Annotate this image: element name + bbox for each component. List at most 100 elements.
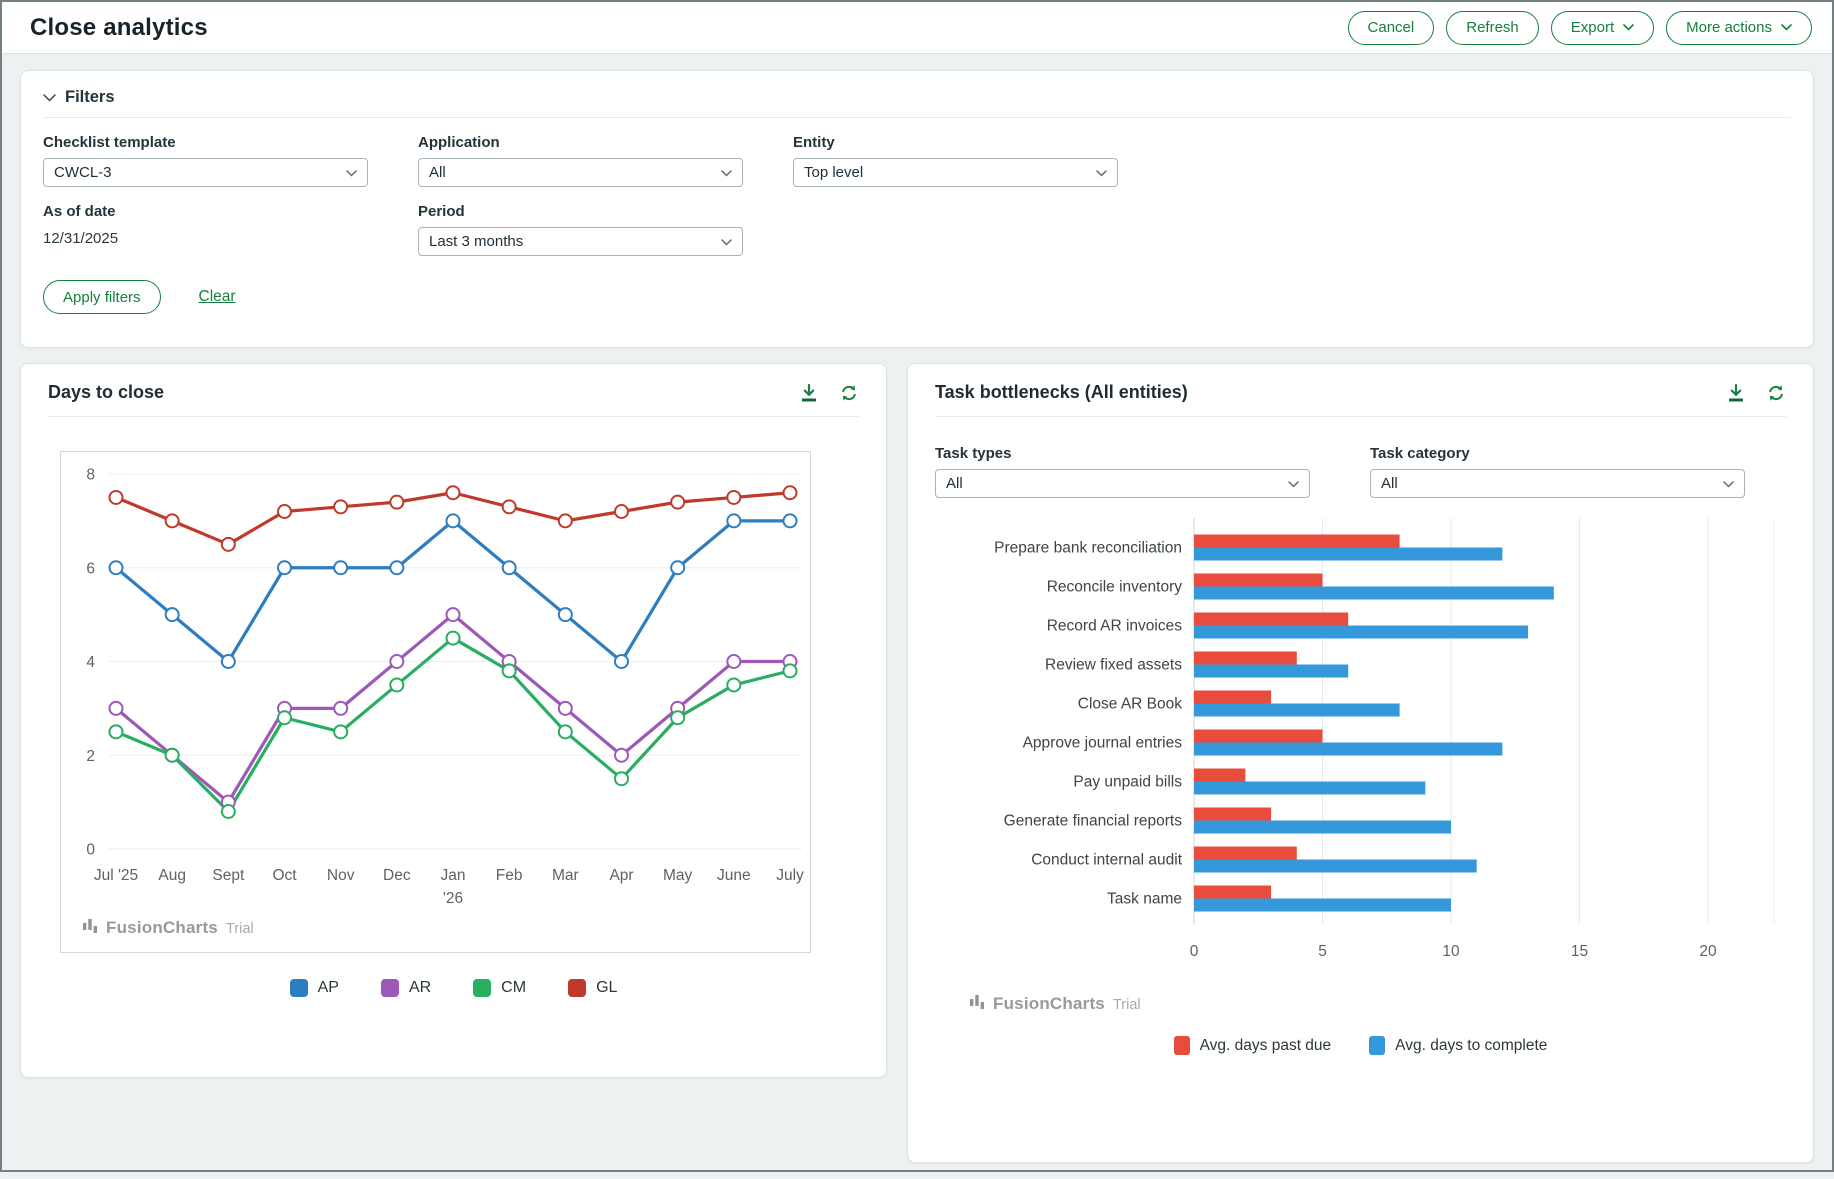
legend-swatch bbox=[1369, 1036, 1385, 1055]
days-to-close-actions bbox=[799, 383, 859, 403]
charts-row: Days to close 02468Jul '25AugSeptOctNovD… bbox=[20, 363, 1814, 1163]
days-to-close-title: Days to close bbox=[48, 382, 164, 403]
task-types-select[interactable]: All bbox=[935, 469, 1310, 498]
application-field: Application All bbox=[418, 134, 793, 187]
svg-text:May: May bbox=[663, 867, 693, 884]
fusioncharts-watermark: FusionCharts Trial bbox=[970, 993, 1813, 1014]
legend-item-ap[interactable]: AP bbox=[290, 979, 339, 997]
svg-text:Nov: Nov bbox=[327, 867, 355, 884]
filters-title: Filters bbox=[65, 88, 115, 107]
legend-item-gl[interactable]: GL bbox=[568, 979, 617, 997]
svg-text:6: 6 bbox=[86, 560, 95, 577]
legend-item-avg-days-to-complete[interactable]: Avg. days to complete bbox=[1369, 1036, 1547, 1055]
chevron-down-icon bbox=[721, 233, 732, 250]
legend-label: CM bbox=[501, 979, 526, 997]
svg-text:July: July bbox=[776, 867, 804, 884]
application-label: Application bbox=[418, 134, 793, 151]
chevron-down-icon bbox=[1096, 164, 1107, 181]
task-bottlenecks-actions bbox=[1726, 383, 1786, 403]
svg-text:Prepare bank reconciliation: Prepare bank reconciliation bbox=[994, 540, 1182, 557]
legend-label: AR bbox=[409, 979, 431, 997]
svg-text:5: 5 bbox=[1318, 943, 1327, 960]
legend-swatch bbox=[381, 979, 399, 997]
page-header: Close analytics Cancel Refresh Export Mo… bbox=[2, 2, 1832, 54]
application-select[interactable]: All bbox=[418, 158, 743, 187]
export-button-label: Export bbox=[1571, 20, 1614, 35]
chevron-down-icon bbox=[1288, 475, 1299, 492]
apply-filters-button[interactable]: Apply filters bbox=[43, 280, 161, 314]
download-icon[interactable] bbox=[799, 383, 819, 403]
legend-item-ar[interactable]: AR bbox=[381, 979, 431, 997]
svg-text:Reconcile inventory: Reconcile inventory bbox=[1047, 579, 1183, 596]
svg-text:2: 2 bbox=[86, 748, 95, 765]
period-value: Last 3 months bbox=[429, 233, 523, 250]
refresh-button[interactable]: Refresh bbox=[1446, 11, 1539, 45]
chevron-down-icon bbox=[721, 164, 732, 181]
as-of-date-label: As of date bbox=[43, 203, 418, 220]
legend-label: GL bbox=[596, 979, 617, 997]
svg-text:Jan: Jan bbox=[441, 867, 466, 884]
days-to-close-card: Days to close 02468Jul '25AugSeptOctNovD… bbox=[20, 363, 887, 1078]
task-category-select[interactable]: All bbox=[1370, 469, 1745, 498]
legend-label: Avg. days to complete bbox=[1395, 1037, 1547, 1055]
chevron-down-icon bbox=[1781, 24, 1792, 31]
legend-swatch bbox=[473, 979, 491, 997]
legend-label: Avg. days past due bbox=[1200, 1037, 1332, 1055]
checklist-template-select[interactable]: CWCL-3 bbox=[43, 158, 368, 187]
task-bottlenecks-header: Task bottlenecks (All entities) bbox=[935, 364, 1786, 417]
filters-actions: Apply filters Clear bbox=[21, 256, 1813, 314]
svg-text:Apr: Apr bbox=[609, 867, 633, 884]
task-types-value: All bbox=[946, 475, 963, 492]
svg-text:Feb: Feb bbox=[496, 867, 523, 884]
svg-text:Aug: Aug bbox=[158, 867, 186, 884]
period-select[interactable]: Last 3 months bbox=[418, 227, 743, 256]
svg-text:June: June bbox=[717, 867, 751, 884]
watermark-brand: FusionCharts bbox=[106, 918, 218, 938]
entity-select[interactable]: Top level bbox=[793, 158, 1118, 187]
apply-filters-label: Apply filters bbox=[63, 290, 141, 305]
svg-text:Oct: Oct bbox=[272, 867, 297, 884]
watermark-trial: Trial bbox=[226, 921, 254, 937]
svg-text:4: 4 bbox=[86, 654, 95, 671]
checklist-template-field: Checklist template CWCL-3 bbox=[43, 134, 418, 187]
entity-field: Entity Top level bbox=[793, 134, 1168, 187]
legend-item-cm[interactable]: CM bbox=[473, 979, 526, 997]
svg-text:Task name: Task name bbox=[1107, 891, 1182, 908]
header-actions: Cancel Refresh Export More actions bbox=[1348, 11, 1812, 45]
bar-chart-legend: Avg. days past due Avg. days to complete bbox=[908, 1036, 1813, 1055]
clear-link[interactable]: Clear bbox=[199, 288, 236, 306]
svg-text:Conduct internal audit: Conduct internal audit bbox=[1031, 852, 1182, 869]
filters-grid: Checklist template CWCL-3 Application Al… bbox=[21, 118, 1813, 256]
more-actions-button[interactable]: More actions bbox=[1666, 11, 1812, 45]
bar-chart-area: 05101520Prepare bank reconciliationRecon… bbox=[932, 512, 1813, 983]
period-field: Period Last 3 months bbox=[418, 203, 793, 256]
page-title: Close analytics bbox=[30, 14, 208, 42]
filters-toggle[interactable]: Filters bbox=[43, 71, 1791, 118]
cancel-button[interactable]: Cancel bbox=[1348, 11, 1435, 45]
page-content: Filters Checklist template CWCL-3 Applic… bbox=[2, 54, 1832, 1179]
task-category-value: All bbox=[1381, 475, 1398, 492]
legend-label: AP bbox=[318, 979, 339, 997]
svg-text:Approve journal entries: Approve journal entries bbox=[1023, 735, 1183, 752]
legend-item-avg-days-past-due[interactable]: Avg. days past due bbox=[1174, 1036, 1332, 1055]
svg-text:10: 10 bbox=[1442, 943, 1460, 960]
svg-text:Pay unpaid bills: Pay unpaid bills bbox=[1073, 774, 1182, 791]
refresh-icon[interactable] bbox=[1766, 383, 1786, 403]
application-value: All bbox=[429, 164, 446, 181]
refresh-icon[interactable] bbox=[839, 383, 859, 403]
as-of-date-field: As of date 12/31/2025 bbox=[43, 203, 418, 256]
download-icon[interactable] bbox=[1726, 383, 1746, 403]
days-to-close-header: Days to close bbox=[48, 364, 859, 417]
bottlenecks-filters: Task types All Task category All bbox=[935, 445, 1786, 498]
svg-text:Jul '25: Jul '25 bbox=[94, 867, 138, 884]
more-actions-button-label: More actions bbox=[1686, 20, 1772, 35]
svg-text:8: 8 bbox=[86, 467, 95, 484]
checklist-template-label: Checklist template bbox=[43, 134, 418, 151]
svg-text:'26: '26 bbox=[443, 890, 463, 907]
watermark-trial: Trial bbox=[1113, 997, 1141, 1013]
export-button[interactable]: Export bbox=[1551, 11, 1654, 45]
svg-text:Dec: Dec bbox=[383, 867, 411, 884]
svg-text:Close AR Book: Close AR Book bbox=[1078, 696, 1182, 713]
task-bottlenecks-card: Task bottlenecks (All entities) Task typ… bbox=[907, 363, 1814, 1163]
bar-chart: 05101520Prepare bank reconciliationRecon… bbox=[932, 512, 1789, 978]
